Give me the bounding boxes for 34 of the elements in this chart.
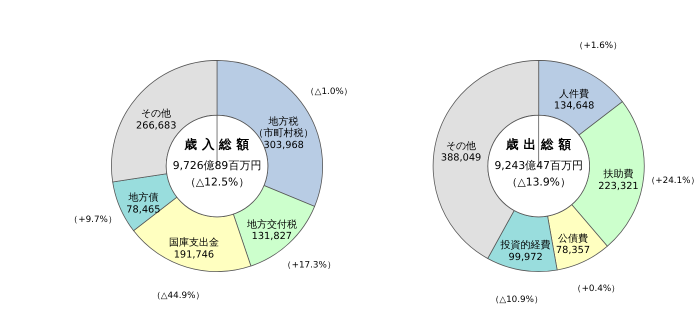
data-label: 223,321 bbox=[598, 180, 639, 192]
data-label: 131,827 bbox=[252, 231, 292, 242]
slice-label: その他 bbox=[141, 108, 172, 120]
text: （+17.3%） bbox=[282, 260, 336, 270]
slice-label: 扶助費 bbox=[602, 168, 634, 180]
text: （+24.1%） bbox=[646, 176, 700, 186]
text: （+1.6%） bbox=[574, 40, 622, 51]
text: （△1.0%） bbox=[306, 86, 353, 97]
text: 歳 出 総 額 bbox=[505, 136, 572, 152]
slice-label: 地方債 bbox=[127, 192, 158, 204]
text: （△10.9%） bbox=[490, 295, 543, 306]
data-label: 266,683 bbox=[136, 120, 176, 132]
slice-label: 地方交付税 bbox=[246, 218, 297, 230]
data-label: 134,648 bbox=[554, 100, 594, 112]
slice-label: 投資的経費 bbox=[500, 239, 551, 252]
text: （△13.9%） bbox=[506, 176, 571, 189]
data-label: 78,465 bbox=[126, 204, 160, 216]
data-label: 78,357 bbox=[556, 245, 590, 256]
text: 9,243億47百万円 bbox=[494, 158, 583, 172]
data-label: 99,972 bbox=[508, 252, 543, 263]
text: 9,726億89百万円 bbox=[172, 158, 262, 172]
slice-label: 公債費 bbox=[558, 232, 588, 244]
data-label: 303,968 bbox=[264, 140, 304, 151]
slice-label: その他 bbox=[446, 140, 476, 152]
text: （+9.7%） bbox=[69, 215, 117, 226]
slice-label: 地方税（市町村税） bbox=[254, 115, 314, 140]
data-label: 388,049 bbox=[440, 152, 482, 164]
text: （△44.9%） bbox=[152, 291, 204, 302]
text: （△12.5%） bbox=[184, 176, 250, 189]
text: （+0.4%） bbox=[572, 284, 620, 294]
data-label: 191,746 bbox=[174, 249, 214, 260]
slice-label: 人件費 bbox=[559, 88, 590, 100]
text: 歳 入 総 額 bbox=[183, 136, 250, 152]
slice-label: 国庫支出金 bbox=[168, 236, 219, 249]
